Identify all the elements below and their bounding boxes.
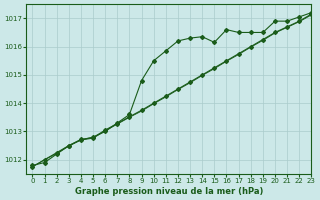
- X-axis label: Graphe pression niveau de la mer (hPa): Graphe pression niveau de la mer (hPa): [75, 187, 263, 196]
